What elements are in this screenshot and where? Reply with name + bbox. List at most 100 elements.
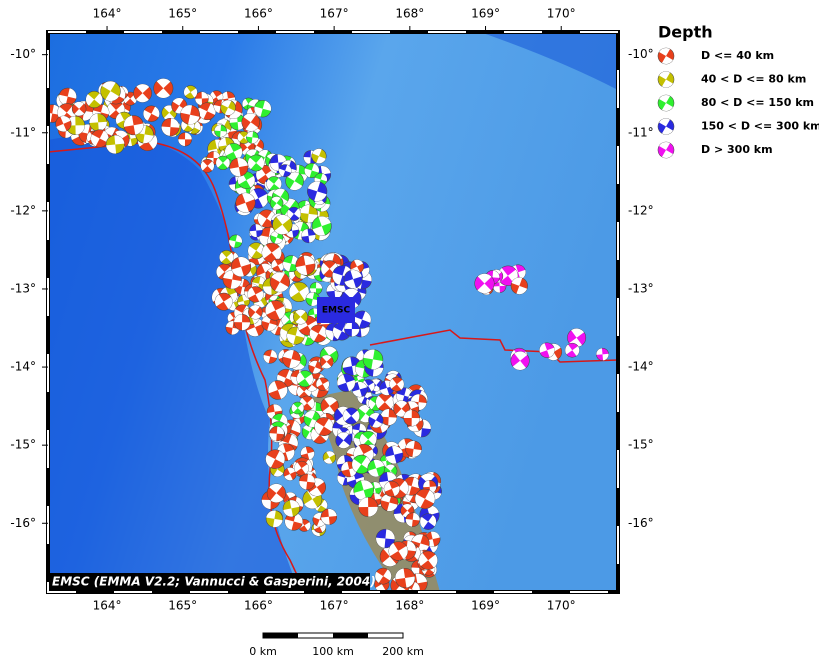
- x-tick-label: 166°: [244, 599, 273, 613]
- beachball: [229, 157, 249, 177]
- beachball: [194, 91, 209, 106]
- beachball-white: [287, 208, 301, 220]
- beachball-white: [352, 423, 366, 437]
- beachball-white: [270, 154, 287, 171]
- beachball: [388, 541, 409, 561]
- beachball-white: [200, 161, 215, 171]
- beachball-white: [380, 409, 397, 426]
- beachball-white: [477, 273, 492, 294]
- beachball-white: [278, 164, 292, 177]
- beachball-white: [313, 512, 326, 527]
- beachball-white: [89, 113, 107, 132]
- beachball-white: [389, 378, 404, 390]
- beachball-white: [271, 272, 289, 293]
- beachball: [395, 567, 415, 588]
- beachball-white: [322, 397, 337, 415]
- beachball: [389, 376, 405, 392]
- beachball-white: [332, 265, 353, 286]
- beachball: [123, 115, 144, 136]
- y-tick-label: -11°: [628, 125, 654, 139]
- beachball-white: [261, 315, 277, 331]
- beachball: [55, 115, 72, 132]
- beachball-white: [384, 481, 400, 497]
- scale-seg: [263, 633, 298, 638]
- beachball-white: [246, 318, 264, 337]
- beachball-white: [596, 348, 609, 361]
- beachball: [301, 228, 316, 244]
- beachball: [90, 129, 109, 148]
- beachball-white: [257, 211, 276, 226]
- beachball-white: [271, 196, 282, 210]
- beachball-white: [423, 480, 437, 494]
- legend-title: Depth: [658, 23, 713, 42]
- scale-label: 200 km: [382, 645, 424, 658]
- beachball-white: [286, 172, 303, 191]
- beachball-white: [221, 100, 235, 116]
- legend-label: 80 < D <= 150 km: [701, 96, 814, 109]
- x-tick-label: 168°: [395, 7, 424, 21]
- map-area: EMSC EMSC (EMMA V2.2; Vannucci & Gasperi…: [48, 32, 618, 592]
- trench: [48, 134, 300, 592]
- beachball-white: [242, 308, 260, 324]
- beachball: [358, 497, 379, 517]
- beachball: [291, 401, 304, 415]
- beachball: [228, 234, 243, 249]
- beachball-white: [396, 388, 413, 404]
- beachball: [596, 347, 609, 361]
- x-tick-label: 164°: [93, 7, 122, 21]
- beachball: [143, 105, 160, 122]
- beachball: [336, 373, 356, 392]
- beachball: [105, 135, 125, 154]
- y-tick-label: -14°: [628, 360, 654, 374]
- beachball-white: [376, 529, 395, 548]
- beachball: [304, 163, 320, 178]
- beachball-white: [220, 287, 238, 304]
- beachball-white: [405, 440, 422, 457]
- beachball-white: [295, 309, 306, 325]
- beachball-white: [85, 93, 103, 106]
- beachball-white: [659, 118, 673, 135]
- beachball-white: [314, 418, 334, 435]
- beachball-white: [253, 291, 268, 308]
- beachball-white: [284, 467, 296, 481]
- beachball: [161, 117, 180, 137]
- beachball-white: [304, 163, 319, 178]
- beachball-white: [341, 461, 357, 477]
- beachball-white: [247, 287, 264, 302]
- beachball: [285, 171, 304, 191]
- beachball: [657, 94, 675, 112]
- beachball-white: [277, 443, 295, 461]
- beachball: [198, 102, 216, 121]
- beachball-white: [352, 456, 371, 473]
- beachball-white: [248, 189, 269, 208]
- beachball-white: [353, 311, 371, 328]
- beachball: [335, 432, 352, 449]
- beachball: [296, 370, 314, 388]
- legend-label: 40 < D <= 80 km: [701, 73, 806, 86]
- beachball: [282, 499, 300, 517]
- y-tick-label: -12°: [10, 203, 36, 217]
- beachball-white: [337, 374, 356, 392]
- beachball: [180, 104, 200, 125]
- beachball: [314, 417, 334, 437]
- beachball-white: [123, 115, 144, 135]
- beachball-white: [403, 409, 420, 427]
- beachball-white: [385, 445, 403, 464]
- beachball: [241, 112, 260, 132]
- beachball-white: [375, 569, 392, 583]
- center-label: EMSC: [322, 306, 351, 316]
- legend-entry: 150 < D <= 300 km: [657, 118, 819, 135]
- beachball-white: [379, 472, 397, 490]
- beachball: [564, 342, 580, 358]
- deep-basin: [480, 32, 618, 90]
- x-tick-label: 166°: [244, 7, 273, 21]
- legend-label: 150 < D <= 300 km: [701, 120, 819, 133]
- frame-checker: [47, 31, 619, 593]
- beachball-white: [309, 282, 323, 295]
- x-tick-label: 165°: [168, 599, 197, 613]
- beachball-white: [198, 103, 216, 119]
- beachball: [343, 269, 363, 289]
- beachball: [283, 467, 297, 481]
- beachball: [269, 196, 284, 210]
- beachball-white: [219, 252, 234, 263]
